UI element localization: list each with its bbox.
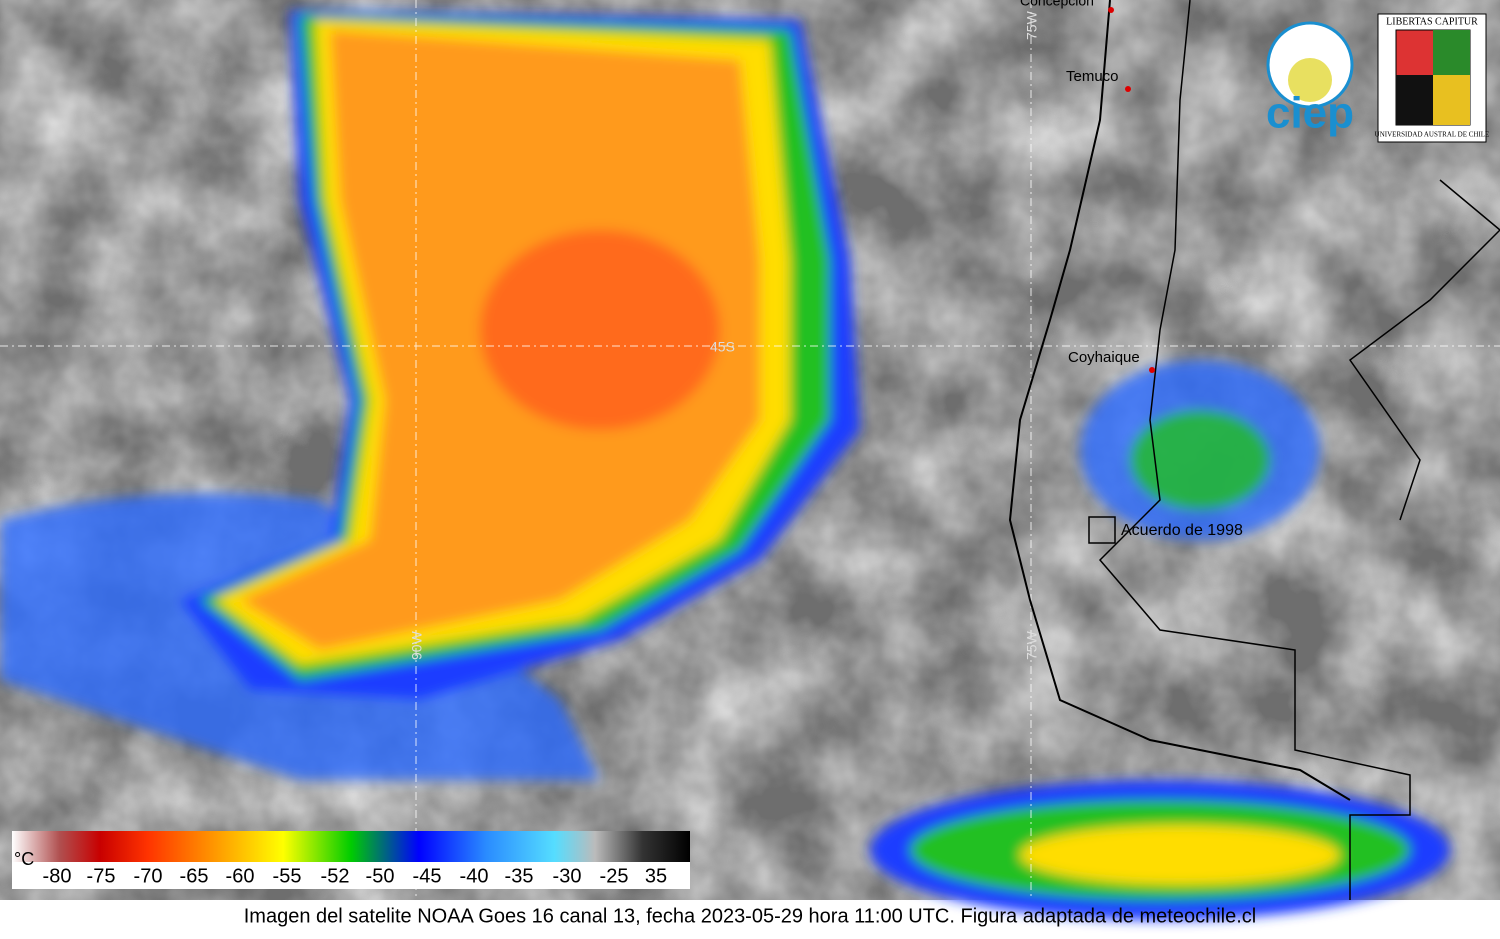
legend-unit: °C: [14, 849, 34, 869]
legend-label: -75: [87, 865, 116, 887]
graticule: [0, 0, 1500, 900]
agreement-box: [1088, 516, 1116, 544]
grid-label: 90W: [409, 630, 425, 660]
uach-motto: LIBERTAS CAPITUR: [1386, 16, 1478, 27]
city-dot: [1108, 7, 1114, 13]
grid-label: 75W: [1024, 10, 1040, 40]
caption: Imagen del satelite NOAA Goes 16 canal 1…: [244, 905, 1256, 927]
legend-label: -35: [505, 865, 534, 887]
legend-label: -25: [600, 865, 629, 887]
legend-label: -60: [226, 865, 255, 887]
ciep-logo: ciep: [1266, 21, 1354, 138]
border: [1098, 0, 1411, 900]
legend-label: -65: [180, 865, 209, 887]
coastline: [1348, 179, 1500, 521]
legend-label: 35: [645, 865, 667, 887]
legend-label: -70: [134, 865, 163, 887]
legend: °C -80 -75 -70 -65 -60 -55 -52 -50 -45 -40 -35 -30-…: [12, 831, 690, 889]
city-dot: [1149, 367, 1155, 373]
cold-cloud-tops: [0, 10, 1450, 920]
grid-label: 45S: [710, 339, 735, 355]
uach-logo: LIBERTAS CAPITUR UNIVERSIDAD AUSTRAL DE …: [1375, 13, 1490, 143]
city-dot: [1125, 86, 1131, 92]
grid-label: 75W: [1024, 630, 1040, 660]
place-label: Coyhaique: [1068, 349, 1140, 366]
colorbar: [12, 831, 690, 862]
legend-label: -52: [321, 865, 350, 887]
place-label: Concepción: [1020, 0, 1094, 9]
ciep-text: ciep: [1266, 89, 1354, 138]
coastline: [1008, 0, 1351, 801]
place-label: Temuco: [1066, 68, 1119, 85]
legend-label: -45: [413, 865, 442, 887]
legend-label: -55: [273, 865, 302, 887]
legend-label: -40: [460, 865, 489, 887]
annotation: Acuerdo de 1998: [1121, 522, 1243, 539]
legend-label: -80: [43, 865, 72, 887]
legend-label: -30: [553, 865, 582, 887]
uach-name: UNIVERSIDAD AUSTRAL DE CHILE: [1375, 131, 1490, 139]
legend-label: -50: [366, 865, 395, 887]
